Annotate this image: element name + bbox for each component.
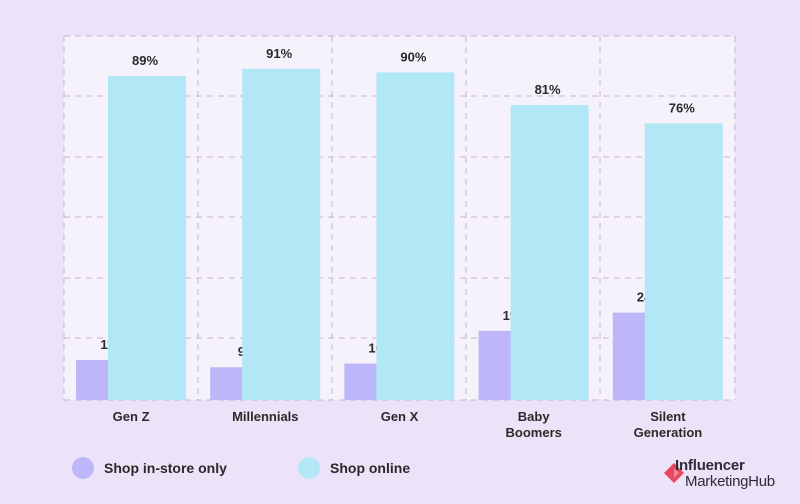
brand-name-line2: MarketingHub [685, 473, 775, 490]
data-label-online: 81% [535, 82, 561, 97]
bar-online [108, 76, 186, 400]
x-tick-label: Millennials [232, 409, 298, 424]
influencer-marketing-hub-logo-icon [664, 463, 684, 483]
legend-label-in-store: Shop in-store only [104, 460, 227, 476]
bar-online [242, 68, 321, 400]
data-label-online: 91% [266, 46, 292, 61]
legend-item-shop-online: Shop online [298, 457, 410, 479]
brand-logo-block: Influencer MarketingHub [663, 458, 789, 492]
data-label-online: 76% [669, 100, 695, 115]
brand-name-line1: Influencer [675, 457, 745, 474]
bar-online [510, 105, 589, 400]
bar-online [376, 72, 455, 401]
x-tick-label: Baby [518, 409, 551, 424]
legend-swatch-in-store [72, 457, 94, 479]
x-tick-label: Silent [650, 409, 686, 424]
x-tick-label: Gen X [381, 409, 419, 424]
x-tick-label: Boomers [506, 425, 562, 440]
legend-label-online: Shop online [330, 460, 411, 476]
legend-item-shop-in-store-only: Shop in-store only [72, 457, 227, 479]
legend-swatch-online [298, 457, 320, 479]
x-tick-label: Gen Z [113, 409, 150, 424]
x-tick-label: Generation [634, 425, 703, 440]
data-label-online: 89% [132, 53, 158, 68]
bar-online [644, 123, 723, 401]
data-label-online: 90% [400, 49, 426, 64]
